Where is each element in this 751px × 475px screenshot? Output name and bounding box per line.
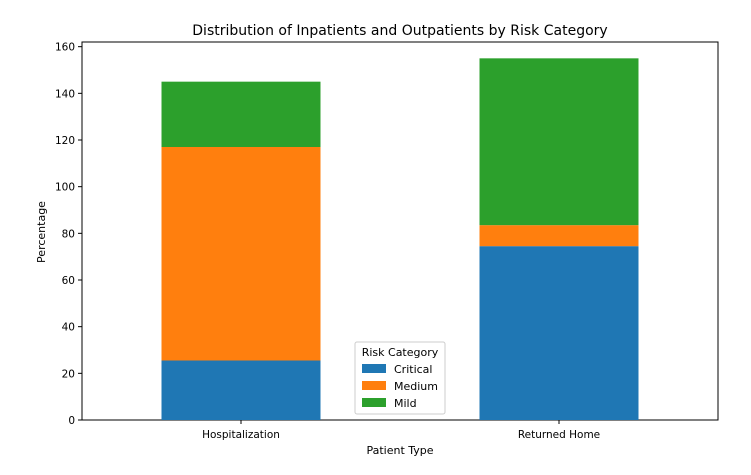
y-tick-label: 20 [62,368,75,380]
x-axis: Hospitalization Returned Home [202,420,600,441]
legend-title: Risk Category [362,346,439,359]
bar-mild-hospitalization [161,81,321,147]
chart-title: Distribution of Inpatients and Outpatien… [192,23,607,39]
legend: Risk Category Critical Medium Mild [354,341,446,415]
plot-area [81,41,719,421]
legend-swatch-mild [362,398,386,407]
y-tick-label: 40 [62,322,75,334]
y-tick-label: 160 [55,42,75,54]
y-tick-label: 140 [55,88,75,100]
bar-critical-hospitalization [161,360,321,420]
legend-label-mild: Mild [394,397,417,410]
y-tick-label: 120 [55,135,75,147]
bar-mild-returned-home [479,58,639,226]
legend-entries: Critical Medium Mild [362,363,438,410]
x-axis-label: Patient Type [366,444,433,457]
legend-label-medium: Medium [394,380,438,393]
legend-frame [354,341,446,415]
y-tick-label: 0 [68,415,75,427]
bar-critical-returned-home [479,246,639,420]
x-tick-label: Hospitalization [202,429,280,441]
bar-medium-hospitalization [161,147,321,361]
legend-swatch-critical [362,364,386,373]
y-tick-label: 60 [62,275,75,287]
plot-frame [81,41,719,421]
bars [161,58,639,420]
x-tick-label: Returned Home [518,429,600,441]
legend-swatch-medium [362,381,386,390]
y-axis: 0 20 40 60 80 100 120 140 160 [55,42,82,427]
bar-medium-returned-home [479,225,639,247]
legend-label-critical: Critical [394,363,432,376]
y-axis-label: Percentage [35,201,48,263]
y-tick-label: 80 [62,228,75,240]
y-tick-label: 100 [55,182,75,194]
